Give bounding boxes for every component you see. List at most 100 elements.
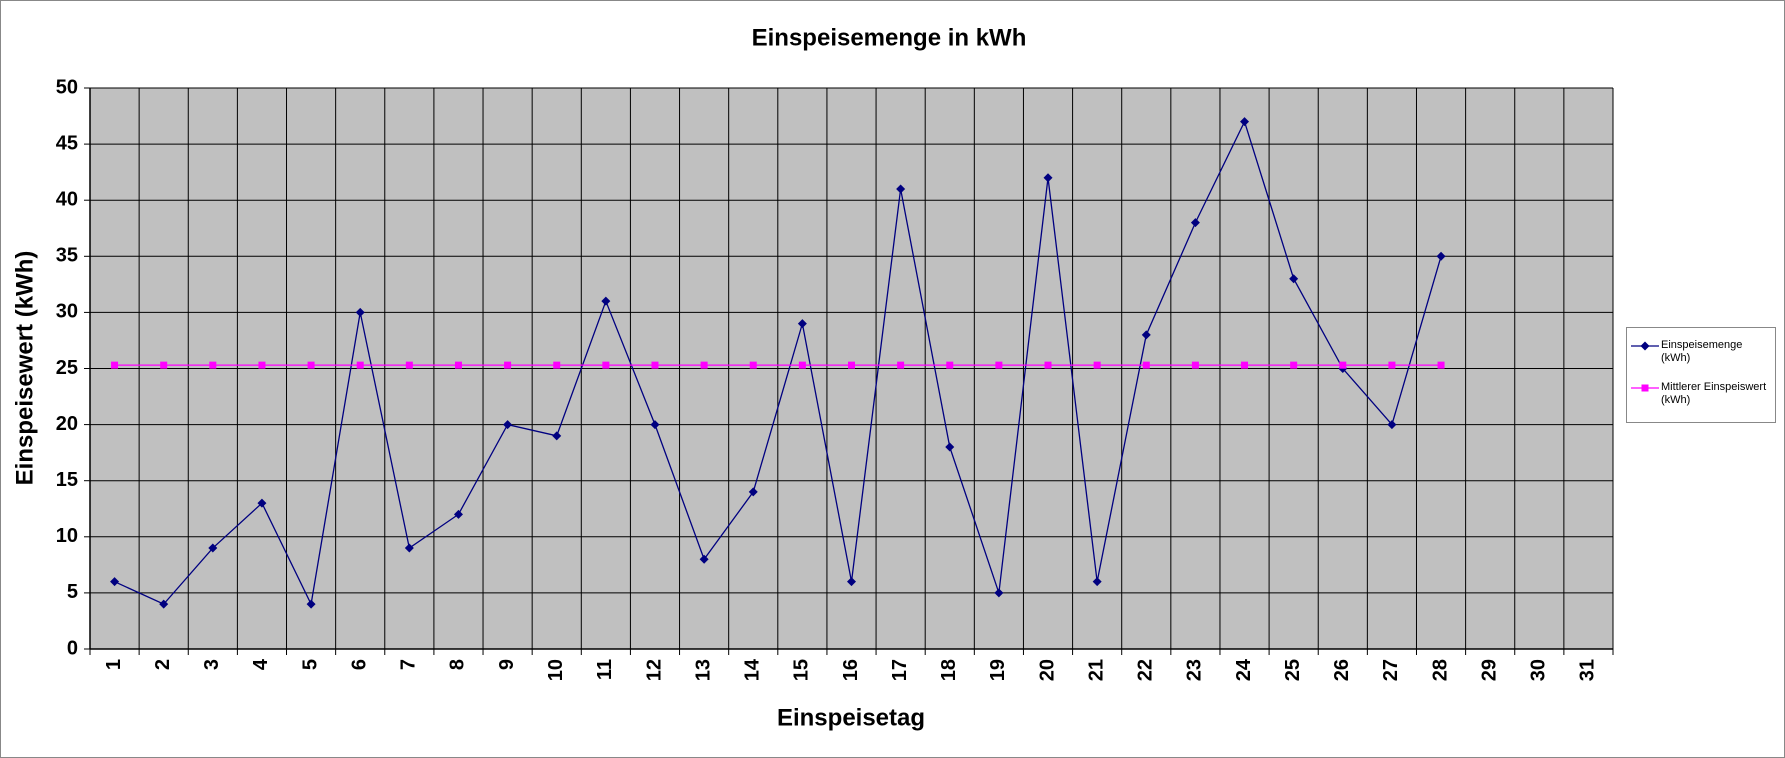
marker bbox=[453, 509, 463, 519]
x-tick-label: 24 bbox=[1233, 658, 1255, 681]
x-tick-label: 8 bbox=[447, 659, 469, 670]
x-tick-label: 21 bbox=[1085, 659, 1107, 681]
marker bbox=[1436, 251, 1446, 261]
legend-swatch bbox=[1631, 340, 1659, 352]
marker bbox=[1044, 361, 1052, 369]
x-tick-label: 15 bbox=[791, 659, 813, 681]
y-tick-label: 30 bbox=[56, 301, 78, 323]
marker bbox=[797, 319, 807, 329]
y-tick-label: 40 bbox=[56, 188, 78, 210]
marker bbox=[848, 361, 855, 369]
marker bbox=[257, 498, 267, 508]
legend: Einspeisemenge (kWh) Mittlerer Einspeiswe… bbox=[1626, 327, 1776, 423]
marker bbox=[847, 577, 856, 587]
marker bbox=[995, 361, 1003, 369]
marker bbox=[355, 307, 365, 317]
marker bbox=[748, 487, 758, 497]
marker bbox=[798, 361, 806, 369]
x-tick-label: 20 bbox=[1036, 659, 1058, 681]
x-tick-label: 25 bbox=[1282, 659, 1304, 681]
y-tick-label: 5 bbox=[67, 581, 78, 603]
marker bbox=[110, 577, 120, 587]
marker bbox=[160, 361, 168, 369]
marker bbox=[897, 361, 905, 369]
x-tick-label: 22 bbox=[1135, 659, 1157, 681]
marker bbox=[945, 442, 955, 452]
y-tick-label: 15 bbox=[56, 469, 78, 491]
marker bbox=[553, 361, 561, 369]
y-tick-label: 25 bbox=[56, 357, 78, 379]
marker bbox=[601, 296, 611, 306]
marker bbox=[1241, 361, 1249, 369]
marker bbox=[749, 361, 757, 369]
x-tick-label: 23 bbox=[1184, 659, 1206, 681]
x-tick-label: 14 bbox=[742, 658, 764, 681]
marker bbox=[1240, 117, 1250, 127]
y-tick-label: 10 bbox=[56, 525, 78, 547]
x-tick-label: 28 bbox=[1429, 659, 1451, 681]
marker bbox=[405, 361, 413, 369]
x-tick-label: 16 bbox=[840, 659, 862, 681]
x-tick-label: 4 bbox=[250, 658, 272, 670]
marker bbox=[454, 361, 462, 369]
series-line bbox=[114, 119, 1442, 607]
x-tick-label: 17 bbox=[889, 659, 911, 681]
x-tick-label: 26 bbox=[1331, 659, 1353, 681]
x-tick-label: 29 bbox=[1478, 659, 1500, 681]
x-tick-label: 3 bbox=[201, 659, 223, 670]
marker bbox=[209, 361, 217, 369]
marker bbox=[700, 361, 708, 369]
marker bbox=[896, 184, 906, 194]
marker bbox=[1092, 577, 1102, 587]
x-tick-label: 7 bbox=[398, 659, 420, 670]
y-tick-label: 0 bbox=[67, 637, 78, 659]
legend-label: Mittlerer Einspeiswert (kWh) bbox=[1661, 381, 1767, 406]
marker bbox=[1339, 361, 1347, 369]
marker bbox=[307, 361, 315, 369]
x-tick-label: 18 bbox=[938, 659, 960, 681]
marker bbox=[1142, 361, 1150, 369]
x-tick-label: 27 bbox=[1380, 659, 1402, 681]
marker bbox=[602, 361, 610, 369]
y-tick-label: 20 bbox=[56, 413, 78, 435]
marker bbox=[208, 543, 218, 553]
y-tick-label: 45 bbox=[56, 132, 78, 154]
x-tick-label: 11 bbox=[594, 659, 616, 680]
x-axis-title: Einspeisetag bbox=[777, 704, 925, 731]
x-tick-label: 12 bbox=[643, 659, 665, 681]
x-tick-label: 13 bbox=[692, 659, 714, 681]
marker bbox=[1289, 274, 1299, 284]
x-tick-label: 31 bbox=[1577, 659, 1599, 681]
marker bbox=[404, 543, 414, 553]
marker bbox=[159, 599, 169, 609]
x-tick-label: 1 bbox=[103, 659, 125, 670]
marker bbox=[552, 431, 562, 441]
x-tick-label: 6 bbox=[348, 659, 370, 670]
marker bbox=[1191, 361, 1199, 369]
marker bbox=[1093, 361, 1101, 369]
marker bbox=[503, 420, 513, 430]
marker bbox=[946, 361, 954, 369]
marker bbox=[1387, 420, 1397, 430]
marker bbox=[306, 599, 316, 609]
y-axis-title: Einspeisewert (kWh) bbox=[11, 251, 38, 486]
marker bbox=[504, 361, 512, 369]
marker bbox=[651, 361, 659, 369]
marker bbox=[650, 420, 660, 430]
y-tick-label: 50 bbox=[56, 76, 78, 98]
marker bbox=[699, 554, 709, 564]
x-tick-label: 30 bbox=[1528, 659, 1550, 681]
x-tick-label: 9 bbox=[496, 659, 518, 670]
legend-label: Einspeisemenge (kWh) bbox=[1661, 339, 1743, 364]
marker bbox=[1043, 173, 1053, 183]
marker bbox=[994, 588, 1004, 598]
marker bbox=[111, 361, 119, 369]
marker bbox=[1290, 361, 1298, 369]
chart-title: Einspeisemenge in kWh bbox=[752, 24, 1027, 51]
marker bbox=[1437, 361, 1445, 369]
legend-swatch bbox=[1631, 382, 1659, 394]
marker bbox=[1141, 330, 1151, 340]
y-tick-label: 35 bbox=[56, 245, 78, 267]
